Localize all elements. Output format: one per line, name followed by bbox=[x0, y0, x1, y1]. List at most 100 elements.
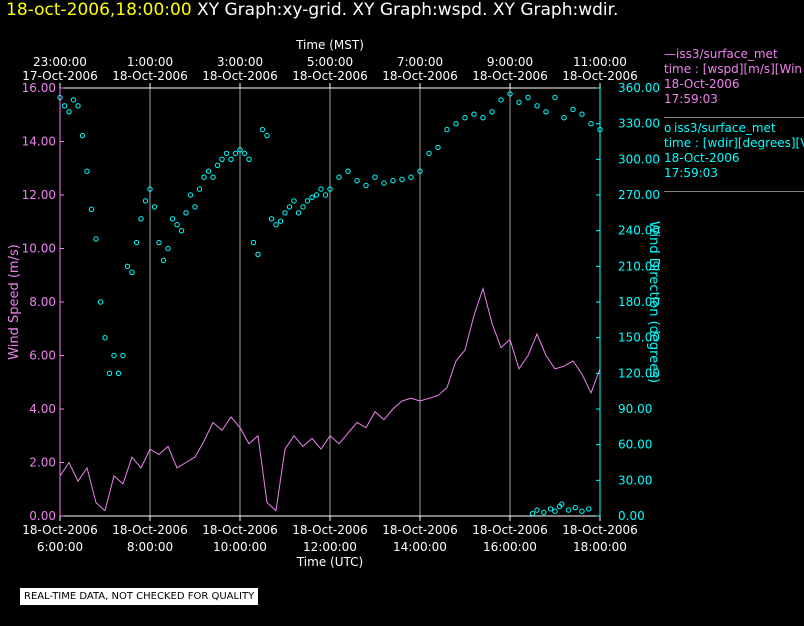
wind-direction-point bbox=[232, 150, 239, 157]
top-tick-date: 18-Oct-2006 bbox=[382, 69, 458, 83]
top-tick-date: 18-Oct-2006 bbox=[292, 69, 368, 83]
wind-direction-point bbox=[327, 186, 333, 192]
wind-direction-point bbox=[102, 335, 108, 341]
wind-direction-point bbox=[516, 99, 522, 106]
right-tick-label: 180.00 bbox=[618, 295, 660, 309]
legend-wdir-date: 18-Oct-2006 bbox=[664, 151, 740, 165]
right-tick-label: 270.00 bbox=[618, 188, 660, 202]
right-tick-label: 210.00 bbox=[618, 259, 660, 273]
wind-direction-point bbox=[151, 204, 158, 210]
top-tick-time: 23:00:00 bbox=[33, 55, 87, 69]
wind-direction-point bbox=[228, 156, 234, 163]
wind-direction-point bbox=[286, 204, 293, 210]
wind-direction-point bbox=[552, 508, 558, 514]
wind-direction-point bbox=[255, 251, 261, 258]
wind-direction-point bbox=[75, 103, 81, 109]
bottom-tick-date: 18-Oct-2006 bbox=[202, 523, 278, 537]
legend-wdir-time: 17:59:03 bbox=[664, 166, 718, 180]
bottom-tick-time: 18:00:00 bbox=[573, 540, 627, 554]
wind-direction-point bbox=[543, 109, 549, 115]
wind-direction-point bbox=[579, 508, 585, 514]
wind-direction-point bbox=[435, 144, 441, 151]
wind-direction-point bbox=[111, 352, 117, 359]
right-tick-label: 120.00 bbox=[618, 366, 660, 380]
wind-direction-point bbox=[246, 156, 252, 163]
wind-direction-point bbox=[561, 115, 567, 121]
wind-direction-point bbox=[588, 121, 594, 127]
wind-direction-point bbox=[237, 147, 243, 153]
wind-direction-point bbox=[210, 174, 216, 180]
wind-direction-point bbox=[264, 132, 270, 139]
wind-direction-point bbox=[318, 186, 324, 192]
wind-direction-point bbox=[390, 178, 396, 184]
wind-direction-point bbox=[525, 94, 531, 101]
wind-direction-point bbox=[214, 162, 221, 169]
right-tick-label: 330.00 bbox=[618, 117, 660, 131]
wind-direction-point bbox=[399, 176, 405, 183]
legend-wdir: o iss3/surface_met time : [wdir][degrees]… bbox=[664, 121, 804, 181]
wind-direction-point bbox=[106, 370, 113, 376]
wind-direction-point bbox=[129, 269, 135, 275]
wind-direction-point bbox=[295, 210, 302, 216]
wind-direction-point bbox=[70, 97, 77, 103]
wind-direction-point bbox=[178, 228, 185, 234]
wind-direction-point bbox=[300, 204, 306, 210]
left-tick-label: 16.00 bbox=[22, 81, 56, 95]
top-tick-time: 1:00:00 bbox=[127, 55, 173, 69]
wind-direction-point bbox=[142, 198, 149, 204]
x-axis-label: Time (UTC) bbox=[296, 555, 363, 569]
legend-divider bbox=[664, 191, 804, 192]
wind-direction-point bbox=[205, 168, 212, 174]
wind-direction-point bbox=[444, 126, 450, 133]
wind-direction-point bbox=[586, 506, 592, 512]
legend-wdir-name: o iss3/surface_met bbox=[664, 121, 776, 135]
wind-direction-point bbox=[381, 180, 387, 186]
graph-header: 18-oct-2006,18:00:00 XY Graph:xy-grid. X… bbox=[6, 0, 618, 20]
top-tick-date: 18-Oct-2006 bbox=[112, 69, 188, 83]
wind-direction-point bbox=[453, 121, 459, 127]
wind-direction-point bbox=[498, 97, 504, 103]
wind-direction-point bbox=[277, 218, 284, 224]
wind-speed-line bbox=[59, 286, 601, 512]
left-tick-label: 12.00 bbox=[22, 188, 56, 202]
legend-wspd-line: time : [wspd][m/s][Win bbox=[664, 62, 803, 76]
wind-direction-point bbox=[313, 192, 320, 198]
left-axis-label: Wind Speed (m/s) bbox=[7, 244, 22, 360]
top-tick-time: 5:00:00 bbox=[307, 55, 353, 69]
wind-direction-point bbox=[291, 198, 297, 204]
wind-direction-point bbox=[282, 210, 288, 216]
right-tick-label: 300.00 bbox=[618, 152, 660, 166]
wind-direction-point bbox=[93, 236, 99, 242]
left-tick-label: 10.00 bbox=[22, 242, 56, 256]
wind-direction-point bbox=[138, 216, 144, 222]
wind-direction-point bbox=[322, 192, 329, 198]
bottom-tick-time: 12:00:00 bbox=[303, 540, 357, 554]
wind-direction-point bbox=[196, 186, 203, 192]
wind-direction-point bbox=[273, 222, 279, 228]
wind-direction-point bbox=[268, 216, 275, 222]
top-tick-time: 9:00:00 bbox=[487, 55, 533, 69]
wind-direction-point bbox=[79, 132, 86, 139]
wind-direction-point bbox=[241, 150, 248, 157]
wind-direction-point bbox=[169, 216, 176, 222]
bottom-tick-time: 10:00:00 bbox=[213, 540, 267, 554]
wind-direction-point bbox=[541, 509, 547, 516]
right-tick-label: 60.00 bbox=[618, 438, 652, 452]
wind-direction-point bbox=[417, 168, 423, 174]
wind-direction-point bbox=[354, 178, 360, 184]
wind-direction-point bbox=[219, 156, 225, 163]
graph-titles: XY Graph:xy-grid. XY Graph:wspd. XY Grap… bbox=[191, 0, 619, 20]
left-tick-label: 6.00 bbox=[29, 349, 56, 363]
right-tick-label: 360.00 bbox=[618, 81, 660, 95]
wind-direction-point bbox=[534, 103, 540, 109]
bottom-tick-date: 18-Oct-2006 bbox=[292, 523, 368, 537]
chart-marks bbox=[57, 91, 603, 517]
wind-direction-point bbox=[363, 182, 369, 189]
wind-direction-point bbox=[372, 174, 378, 180]
wind-direction-point bbox=[120, 352, 126, 359]
top-tick-time: 7:00:00 bbox=[397, 55, 443, 69]
wind-direction-point bbox=[426, 150, 432, 157]
left-tick-label: 2.00 bbox=[29, 456, 56, 470]
wind-direction-point bbox=[61, 103, 68, 109]
wind-direction-point bbox=[156, 239, 162, 246]
